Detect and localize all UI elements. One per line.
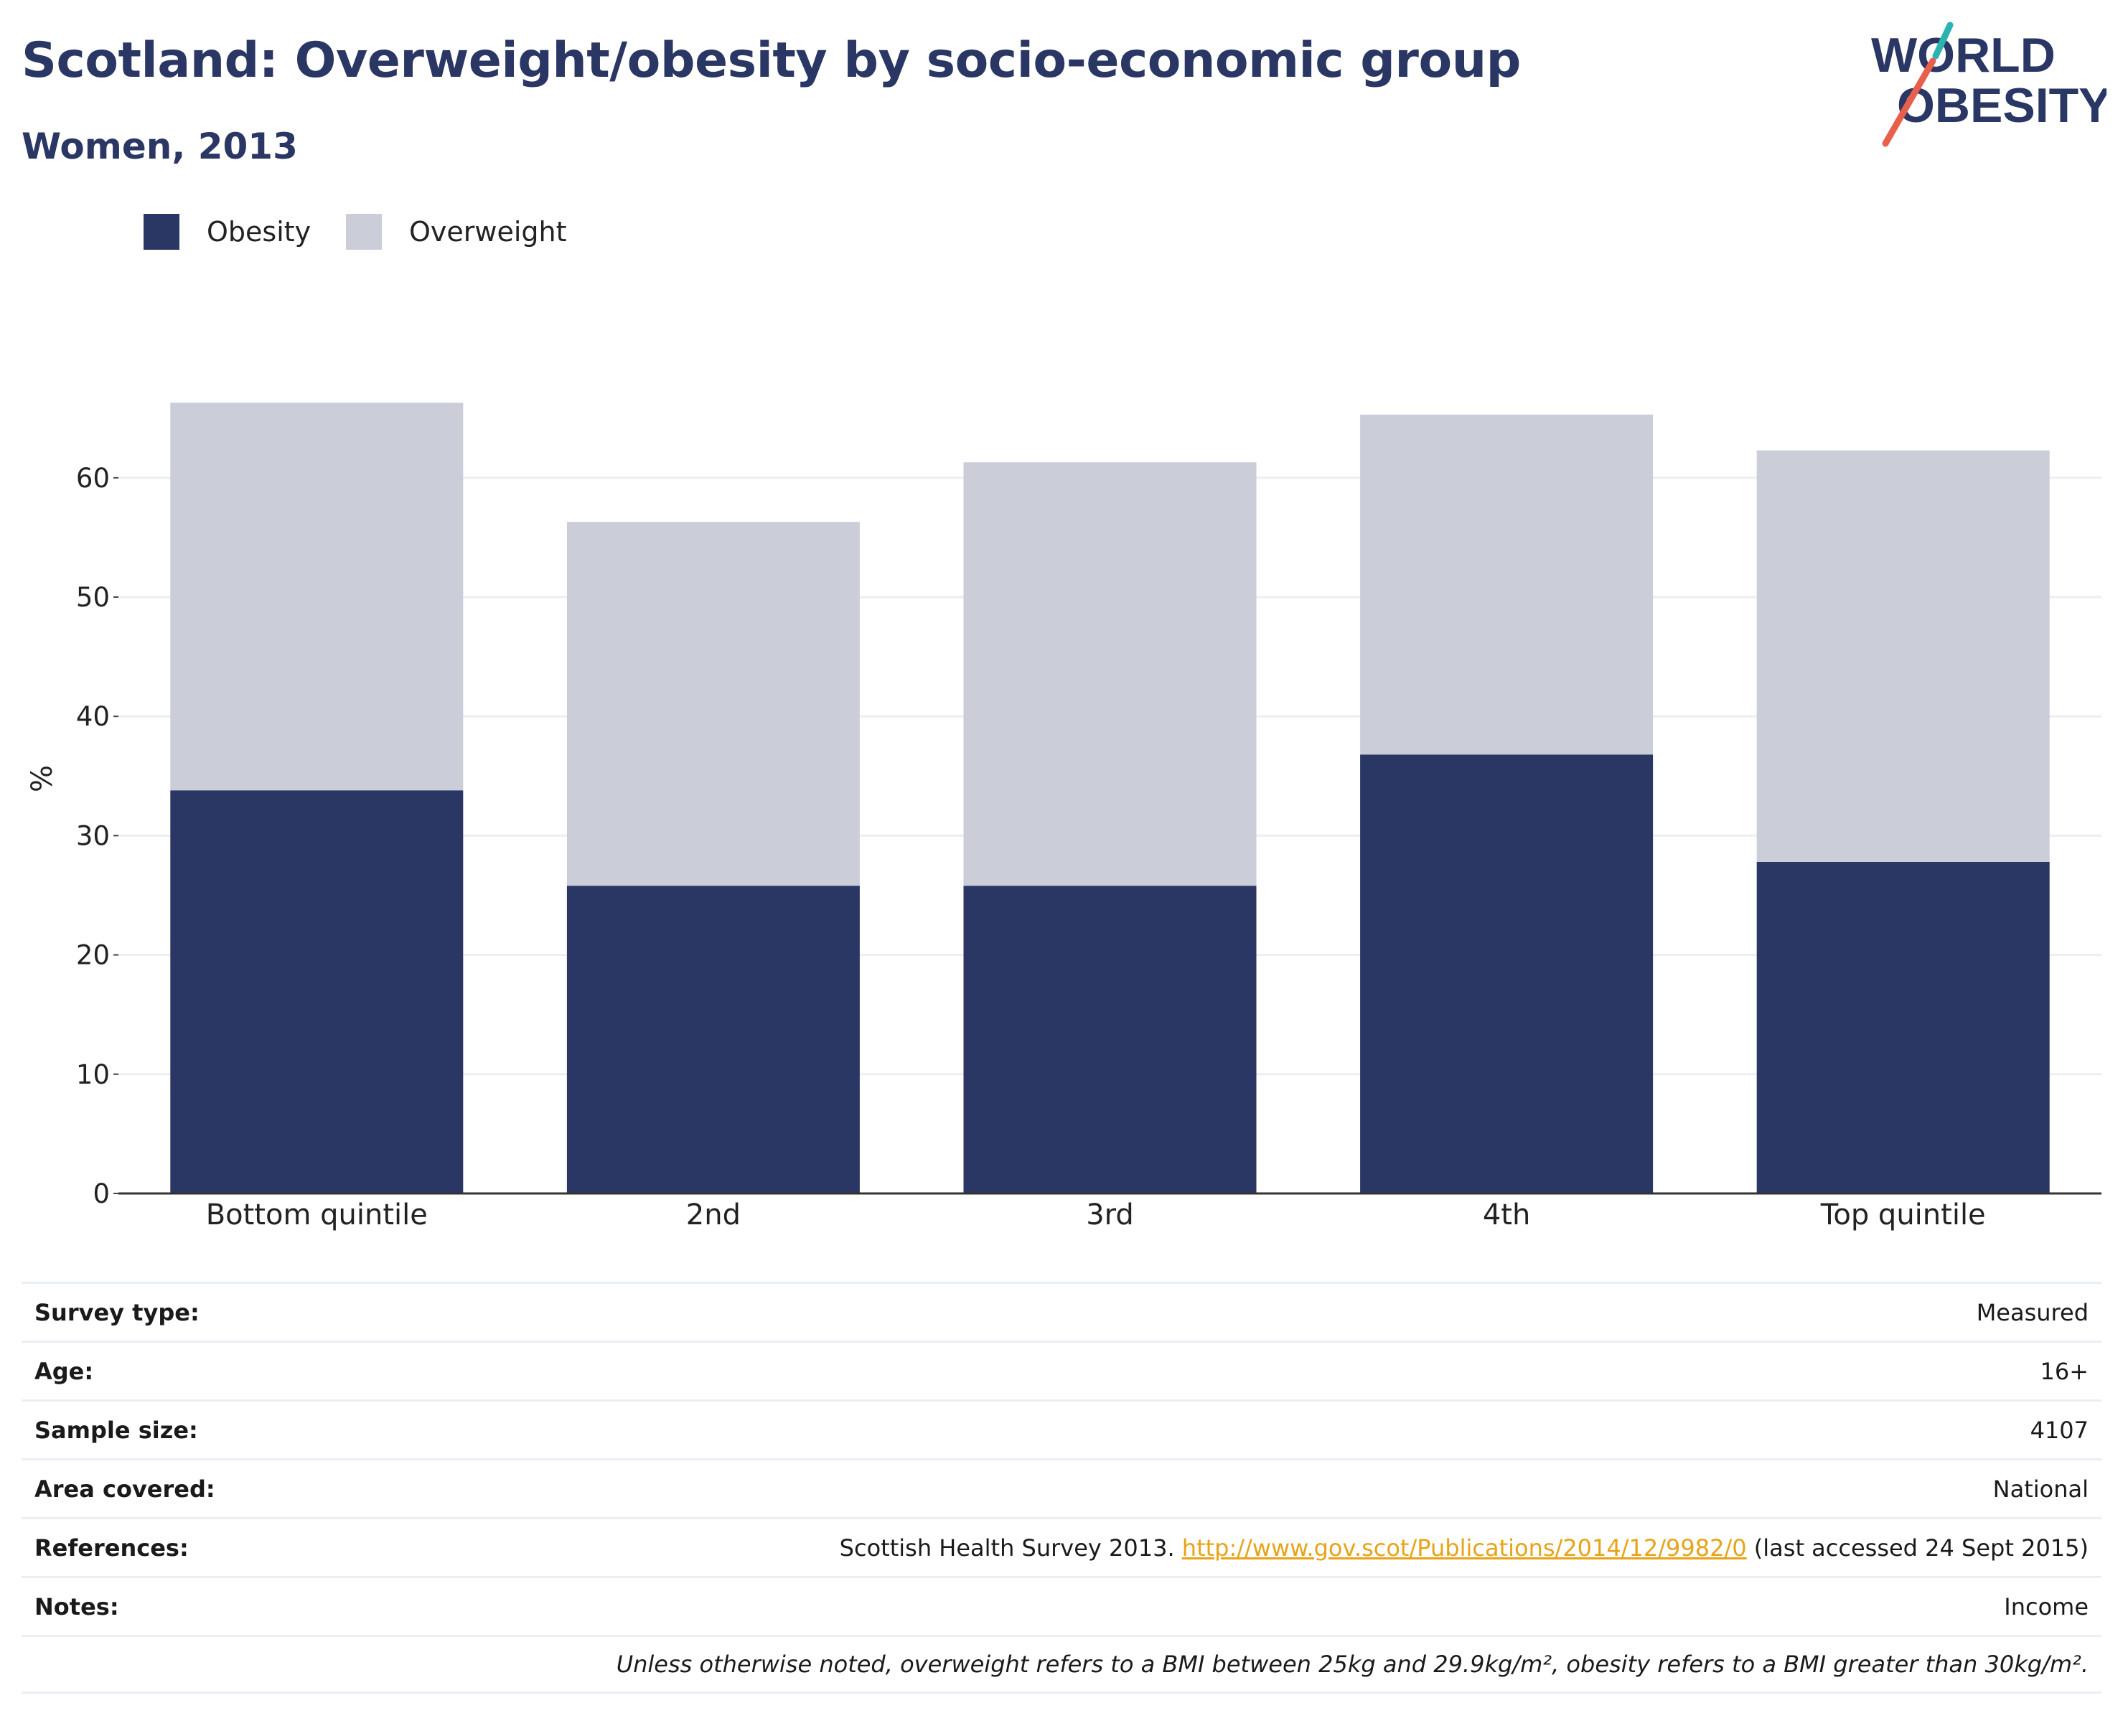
bar-overweight-3 [1360, 414, 1654, 755]
y-tick-label-60: 60 [76, 463, 110, 494]
info-row-sample-size: Sample size: 4107 [22, 1399, 2101, 1458]
info-row-notes: Notes: Income [22, 1576, 2101, 1635]
area-label: Area covered: [34, 1475, 215, 1503]
x-tick-label-3: 4th [1483, 1198, 1530, 1231]
bmi-footnote: Unless otherwise noted, overweight refer… [616, 1651, 2089, 1678]
age-label: Age: [34, 1357, 94, 1385]
legend-item-overweight[interactable]: Overweight [346, 212, 567, 251]
survey-type-label: Survey type: [34, 1298, 200, 1326]
legend-swatch-overweight [346, 213, 382, 250]
x-tick-label-2: 3rd [1086, 1198, 1134, 1231]
bar-obesity-3 [1360, 754, 1654, 1193]
y-tick-label-40: 40 [76, 701, 110, 732]
logo-teal-stroke [1932, 22, 1954, 60]
stacked-bar-chart: 0 10 20 30 40 50 60% Bottom quintile 2nd 3rd 4th To… [26, 403, 2101, 1231]
survey-type-value: Measured [1976, 1298, 2089, 1326]
y-tick-label-0: 0 [93, 1178, 110, 1209]
chart-subtitle: Women, 2013 [22, 126, 298, 167]
x-tick-label-0: Bottom quintile [206, 1198, 428, 1231]
info-row-area: Area covered: National [22, 1458, 2101, 1517]
references-label: References: [34, 1534, 189, 1562]
bar-obesity-4 [1756, 861, 2050, 1193]
bar-obesity-2 [963, 886, 1257, 1193]
y-tick-label-10: 10 [76, 1059, 110, 1090]
logo-line1: WORLD [1871, 28, 2056, 83]
info-table: Survey type: Measured Age: 16+ Sample si… [22, 1282, 2101, 1694]
info-row-survey-type: Survey type: Measured [22, 1282, 2101, 1341]
sample-size-value: 4107 [2030, 1416, 2089, 1444]
age-value: 16+ [2040, 1357, 2089, 1385]
y-axis-label: % [26, 765, 59, 792]
legend-swatch-obesity [144, 213, 179, 250]
legend-label-overweight: Overweight [409, 215, 567, 248]
chart-title: Scotland: Overweight/obesity by socio-ec… [22, 32, 1521, 89]
sample-size-label: Sample size: [34, 1416, 198, 1444]
logo-line2: OBESITY [1897, 78, 2106, 133]
bar-overweight-1 [566, 522, 860, 886]
references-value: Scottish Health Survey 2013. http://www.… [840, 1534, 2089, 1562]
legend-item-obesity[interactable]: Obesity [144, 212, 311, 251]
y-tick-label-20: 20 [76, 940, 110, 971]
legend-label-obesity: Obesity [207, 215, 311, 248]
x-tick-label-1: 2nd [686, 1198, 741, 1231]
notes-value: Income [2004, 1592, 2089, 1620]
world-obesity-logo: WORLD OBESITY [1871, 22, 2106, 147]
notes-label: Notes: [34, 1592, 119, 1620]
bar-overweight-4 [1756, 450, 2050, 862]
bar-overweight-0 [170, 403, 464, 791]
references-accessed: (last accessed 24 Sept 2015) [1746, 1534, 2089, 1562]
info-row-age: Age: 16+ [22, 1341, 2101, 1399]
y-tick-label-30: 30 [76, 820, 110, 851]
area-value: National [1992, 1475, 2089, 1503]
bar-obesity-1 [566, 886, 860, 1193]
x-tick-label-4: Top quintile [1820, 1198, 1986, 1231]
info-row-references: References: Scottish Health Survey 2013.… [22, 1517, 2101, 1576]
references-link[interactable]: http://www.gov.scot/Publications/2014/12… [1181, 1534, 1747, 1562]
info-row-footnote: Unless otherwise noted, overweight refer… [22, 1635, 2101, 1694]
bar-overweight-2 [963, 462, 1257, 886]
references-text: Scottish Health Survey 2013. [839, 1534, 1182, 1562]
bar-obesity-0 [170, 790, 464, 1193]
logo-red-stroke [1882, 57, 1936, 147]
y-tick-label-50: 50 [76, 582, 110, 613]
